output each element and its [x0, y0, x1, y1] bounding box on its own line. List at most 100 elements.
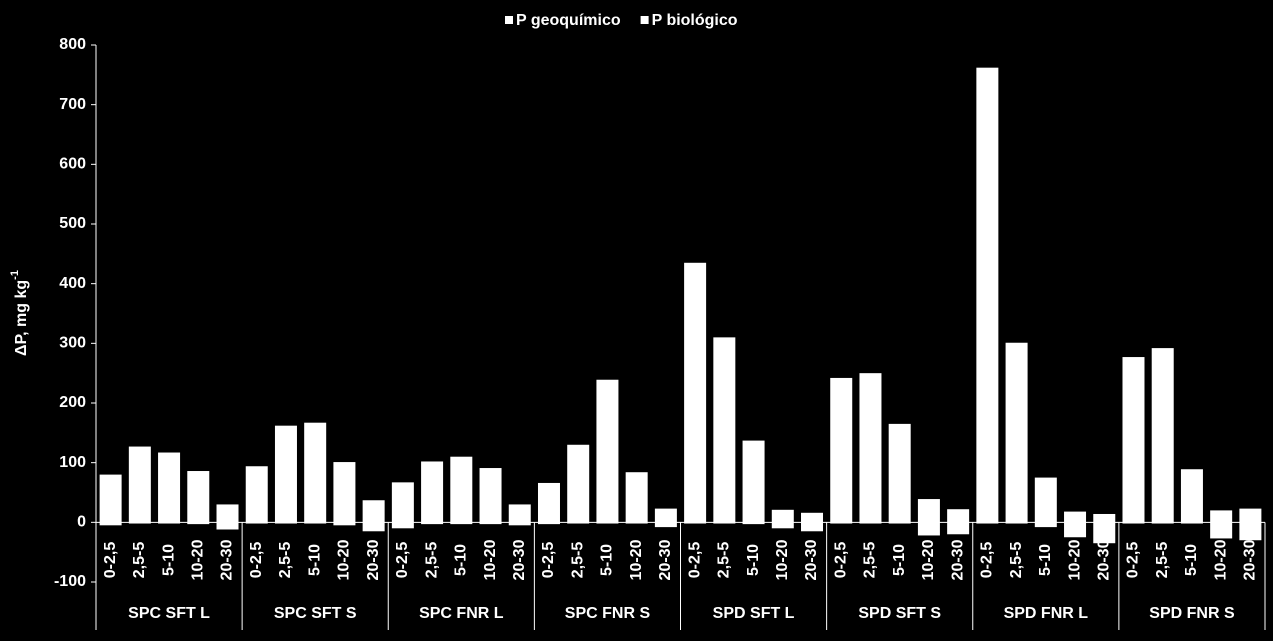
x-tick-label: 0-2,5 — [1125, 542, 1142, 579]
x-tick-label: 10-20 — [190, 539, 207, 580]
x-tick-label: 5-10 — [1183, 544, 1200, 576]
x-tick-label: 0-2,5 — [102, 542, 119, 579]
bar — [888, 423, 911, 523]
bar — [158, 522, 181, 524]
bar — [1064, 511, 1087, 523]
bar — [362, 522, 385, 532]
bar — [713, 337, 736, 523]
x-tick-label: 0-2,5 — [540, 542, 557, 579]
x-tick-label: 10-20 — [336, 539, 353, 580]
x-tick-label: 0-2,5 — [979, 542, 996, 579]
bar — [333, 462, 356, 523]
x-tick-label: 5-10 — [891, 544, 908, 576]
group-label: SPC FNR L — [419, 605, 504, 622]
bar — [479, 522, 502, 525]
y-tick-label: 200 — [59, 394, 86, 411]
x-tick-label: 2,5-5 — [277, 542, 294, 579]
bar — [771, 522, 794, 529]
y-tick-label: 700 — [59, 96, 86, 113]
bar — [391, 522, 414, 529]
bar — [362, 500, 385, 523]
group-label: SPC SFT L — [128, 605, 210, 622]
bar — [1122, 522, 1145, 524]
x-tick-label: 0-2,5 — [248, 542, 265, 579]
bar — [976, 522, 999, 524]
x-tick-label: 5-10 — [745, 544, 762, 576]
group-label: SPD FNR S — [1149, 605, 1235, 622]
x-tick-label: 2,5-5 — [1154, 542, 1171, 579]
x-tick-label: 2,5-5 — [1008, 542, 1025, 579]
bar — [567, 522, 590, 524]
bar — [508, 522, 531, 526]
bar — [771, 509, 794, 523]
x-tick-label: 5-10 — [160, 544, 177, 576]
bar — [274, 425, 297, 523]
bar — [333, 522, 356, 526]
bar — [537, 522, 560, 525]
bar — [1210, 510, 1233, 523]
x-tick-label: 20-30 — [1095, 539, 1112, 580]
bar — [859, 373, 882, 523]
bar — [596, 522, 619, 524]
bar — [684, 522, 707, 524]
x-tick-label: 20-30 — [219, 539, 236, 580]
bar — [1034, 522, 1057, 528]
bar — [1210, 522, 1233, 539]
bar — [187, 522, 210, 525]
legend-label: P biológico — [652, 12, 738, 29]
bar — [1064, 522, 1087, 538]
bar — [947, 522, 970, 535]
y-tick-label: 100 — [59, 454, 86, 471]
bar — [274, 522, 297, 524]
x-tick-label: 2,5-5 — [131, 542, 148, 579]
x-tick-label: 10-20 — [774, 539, 791, 580]
bar — [158, 452, 181, 523]
bar — [450, 522, 473, 525]
bar — [713, 522, 736, 524]
x-tick-label: 0-2,5 — [832, 542, 849, 579]
x-tick-label: 2,5-5 — [716, 542, 733, 579]
bar — [304, 522, 327, 524]
bar — [508, 504, 531, 523]
bar — [1005, 522, 1028, 524]
bar — [917, 522, 940, 536]
y-axis-label: ΔP, mg kg-1 — [9, 270, 30, 356]
bar — [1239, 522, 1262, 541]
legend-swatch — [505, 16, 513, 24]
y-tick-label: 0 — [77, 514, 86, 531]
bar — [421, 522, 444, 525]
x-tick-label: 20-30 — [1242, 539, 1259, 580]
legend-label: P geoquímico — [516, 12, 621, 29]
x-tick-label: 2,5-5 — [423, 542, 440, 579]
group-label: SPD FNR L — [1004, 605, 1089, 622]
bar — [128, 522, 151, 524]
bar — [976, 67, 999, 523]
bar — [245, 466, 268, 523]
x-tick-label: 5-10 — [599, 544, 616, 576]
group-label: SPC SFT S — [274, 605, 357, 622]
bar — [830, 522, 853, 524]
group-label: SPD SFT L — [713, 605, 795, 622]
bar — [128, 446, 151, 523]
bar — [888, 522, 911, 524]
bar — [654, 508, 677, 523]
y-tick-label: 500 — [59, 215, 86, 232]
bar — [304, 422, 327, 523]
x-tick-label: 5-10 — [453, 544, 470, 576]
bar — [684, 262, 707, 523]
bar — [245, 522, 268, 524]
bar — [391, 482, 414, 523]
y-axis-label-text: ΔP, mg kg — [13, 280, 30, 356]
bar — [187, 471, 210, 523]
bar — [1239, 508, 1262, 523]
bar — [1180, 522, 1203, 524]
bar — [742, 440, 765, 523]
bar — [742, 522, 765, 525]
group-label: SPC FNR S — [565, 605, 651, 622]
bar — [99, 522, 122, 526]
x-tick-label: 20-30 — [803, 539, 820, 580]
x-tick-label: 2,5-5 — [569, 542, 586, 579]
y-tick-label: 600 — [59, 156, 86, 173]
bar — [567, 444, 590, 523]
